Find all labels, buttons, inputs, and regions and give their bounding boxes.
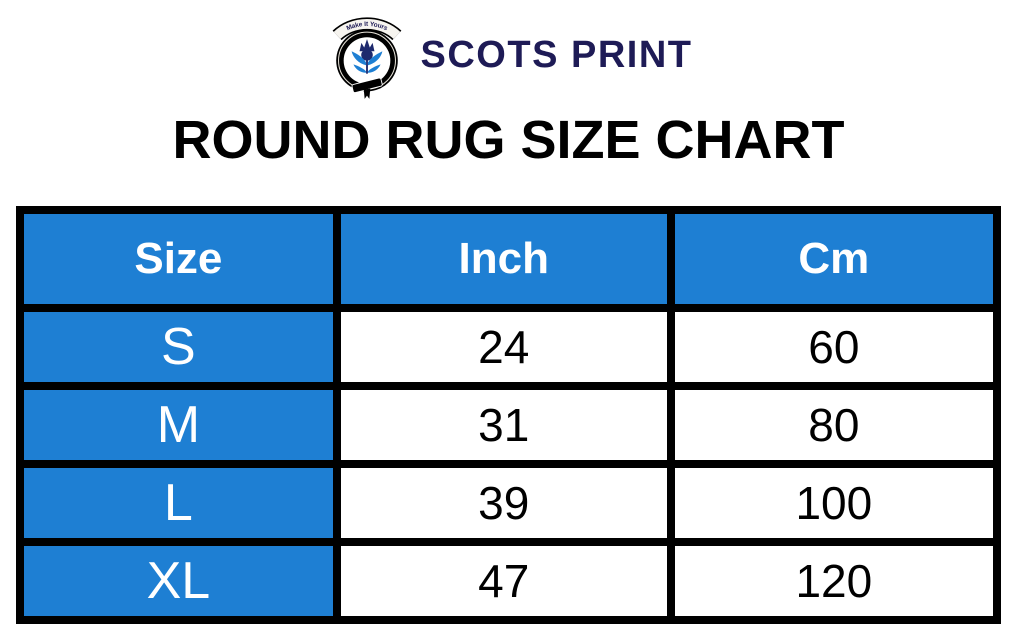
size-cell: S bbox=[24, 312, 333, 382]
page-title: ROUND RUG SIZE CHART bbox=[172, 110, 845, 170]
table-row-xl: XL 47 120 bbox=[24, 546, 993, 616]
table-row-s: S 24 60 bbox=[24, 312, 993, 382]
column-header-size: Size bbox=[24, 214, 333, 304]
thistle-icon bbox=[351, 39, 382, 74]
badge-motto-text: Make It Yours bbox=[345, 20, 389, 32]
column-header-inch: Inch bbox=[340, 214, 667, 304]
cm-cell: 120 bbox=[674, 546, 993, 616]
inch-cell: 31 bbox=[340, 390, 667, 460]
size-cell: L bbox=[24, 468, 333, 538]
table-row-l: L 39 100 bbox=[24, 468, 993, 538]
table-row-m: M 31 80 bbox=[24, 390, 993, 460]
header-row: Size Inch Cm bbox=[24, 214, 993, 304]
size-cell: M bbox=[24, 390, 333, 460]
size-cell: XL bbox=[24, 546, 333, 616]
inch-cell: 24 bbox=[340, 312, 667, 382]
brand-wordmark: SCOTS PRINT bbox=[420, 33, 693, 76]
svg-text:Make It Yours: Make It Yours bbox=[345, 20, 389, 32]
inch-cell: 47 bbox=[340, 546, 667, 616]
scots-print-crest-logo-icon: Make It Yours bbox=[332, 17, 401, 99]
brand-header: Make It Yours SCOTS PRINT bbox=[0, 0, 1017, 104]
size-chart-table: Size Inch Cm S 24 60 M 31 80 L 39 100 bbox=[16, 206, 1001, 624]
column-header-cm: Cm bbox=[674, 214, 993, 304]
inch-cell: 39 bbox=[340, 468, 667, 538]
cm-cell: 100 bbox=[674, 468, 993, 538]
cm-cell: 60 bbox=[674, 312, 993, 382]
cm-cell: 80 bbox=[674, 390, 993, 460]
